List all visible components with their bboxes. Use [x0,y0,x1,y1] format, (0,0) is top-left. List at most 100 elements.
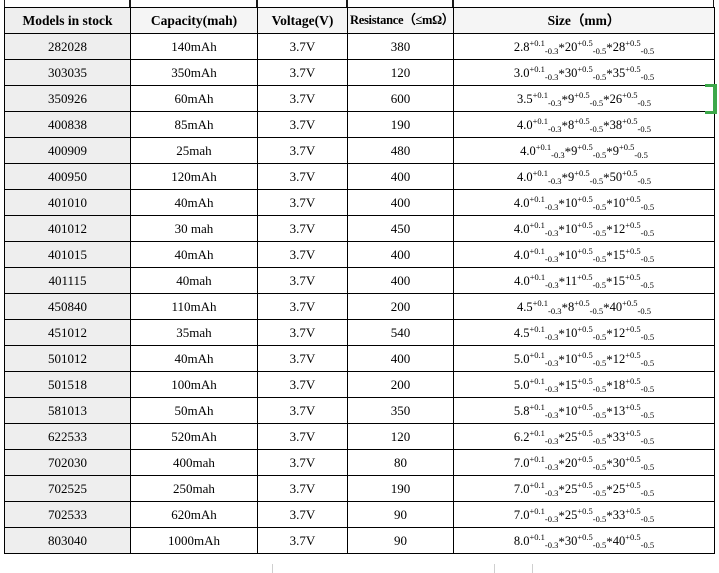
capacity-cell: 25mah [130,137,258,164]
table-row: 401010 40mAh 3.7V 400 4.0+0.1-0.3*10+0.5-0.5… [4,189,715,216]
size-tolerance-plus: +0.5 [625,272,641,283]
size-dimension: 4.5 [513,325,530,340]
gridline-stub [532,564,534,573]
capacity-cell: 60mAh [130,85,258,112]
size-tolerance-minus: -0.5 [592,410,607,421]
voltage-cell: 3.7V [257,111,348,138]
size-separator: * [558,195,565,211]
voltage-cell: 3.7V [257,397,348,424]
size-separator: * [558,481,565,497]
size-tolerance-minus: -0.5 [640,46,655,57]
size-dimension: 8 [567,117,575,132]
table-row: 702030 400mah 3.7V 80 7.0+0.1-0.3*20+0.5-0.5… [4,449,715,476]
size-tolerance-minus: -0.5 [640,384,655,395]
size-dimension: 10 [564,325,578,340]
size-separator: * [606,247,613,263]
capacity-cell: 350mAh [130,59,258,86]
size-cell: 4.0+0.1-0.3*9+0.5-0.5*50+0.5-0.5 [453,163,715,190]
capacity-cell: 620mAh [130,501,258,528]
gridline-stub [452,0,454,9]
table-row: 282028 140mAh 3.7V 380 2.8+0.1-0.3*20+0.5-0.… [4,33,715,60]
resistance-cell: 190 [347,111,454,138]
size-tolerance-minus: -0.3 [544,358,559,369]
size-tolerance-plus: +0.1 [535,142,552,153]
size-separator: * [561,117,568,133]
size-tolerance-plus: +0.1 [529,350,545,361]
header-cell-voltage: Voltage(V) [257,7,348,34]
size-separator: * [558,39,565,55]
resistance-cell: 450 [347,215,454,242]
size-tolerance-minus: -0.3 [544,436,559,447]
size-tolerance-plus: +0.5 [577,428,593,439]
resistance-cell: 400 [347,241,454,268]
voltage-cell: 3.7V [257,137,348,164]
size-tolerance-plus: +0.5 [622,90,638,101]
voltage-cell: 3.7V [257,527,348,554]
gridline-stub [712,0,715,9]
resistance-cell: 190 [347,475,454,502]
size-tolerance-plus: +0.5 [622,116,638,127]
size-dimension: 5.0 [513,351,530,366]
resistance-cell: 90 [347,501,454,528]
size-tolerance-minus: -0.3 [544,46,559,57]
size-tolerance-plus: +0.5 [625,506,641,517]
voltage-cell: 3.7V [257,319,348,346]
table-row: 451012 35mah 3.7V 540 4.5+0.1-0.3*10+0.5-0.5… [4,319,715,346]
model-cell: 451012 [4,319,131,346]
size-dimension: 13 [612,403,626,418]
size-tolerance-minus: -0.5 [640,410,655,421]
green-selection-bracket [705,83,717,114]
size-tolerance-minus: -0.3 [544,332,559,343]
size-dimension: 10 [612,195,626,210]
gridline-stub [129,0,131,9]
model-cell: 622533 [4,423,131,450]
size-cell: 7.0+0.1-0.3*25+0.5-0.5*25+0.5-0.5 [453,475,715,502]
header-cell-resistance: Resistance（≤mΩ） [347,7,454,34]
size-tolerance-plus: +0.1 [529,454,545,465]
size-tolerance-minus: -0.5 [640,488,655,499]
capacity-cell: 40mAh [130,241,258,268]
size-cell: 3.5+0.1-0.3*9+0.5-0.5*26+0.5-0.5 [453,85,715,112]
model-cell: 501012 [4,345,131,372]
size-tolerance-minus: -0.5 [592,46,607,57]
header-cell-model: Models in stock [4,7,131,34]
capacity-cell: 400mah [130,449,258,476]
size-dimension: 9 [567,169,575,184]
size-tolerance-plus: +0.1 [529,64,545,75]
size-dimension: 4.0 [513,195,530,210]
size-separator: * [561,299,568,315]
size-separator: * [606,533,613,549]
table-row: 702533 620mAh 3.7V 90 7.0+0.1-0.3*25+0.5-0.5… [4,501,715,528]
size-separator: * [606,455,613,471]
size-tolerance-plus: +0.5 [577,350,593,361]
capacity-cell: 100mAh [130,371,258,398]
size-tolerance-plus: +0.1 [529,480,545,491]
size-separator: * [558,273,566,289]
size-cell: 4.0+0.1-0.3*8+0.5-0.5*38+0.5-0.5 [453,111,715,138]
size-tolerance-minus: -0.3 [545,280,559,291]
table-row: 401115 40mah 3.7V 400 4.0+0.1-0.3*11+0.5-0.5… [4,267,715,294]
size-cell: 4.0+0.1-0.3*10+0.5-0.5*10+0.5-0.5 [453,189,715,216]
table-row: 400838 85mAh 3.7V 190 4.0+0.1-0.3*8+0.5-0.5*… [4,111,715,138]
size-cell: 4.0+0.1-0.3*10+0.5-0.5*12+0.5-0.5 [453,215,715,242]
size-tolerance-minus: -0.5 [589,124,604,135]
size-cell: 5.0+0.1-0.3*10+0.5-0.5*12+0.5-0.5 [453,345,715,372]
size-tolerance-plus: +0.1 [529,220,545,231]
size-dimension: 18 [612,377,626,392]
size-tolerance-plus: +0.5 [625,38,641,49]
size-tolerance-minus: -0.5 [640,72,655,83]
size-dimension: 30 [612,455,626,470]
table-body: 282028 140mAh 3.7V 380 2.8+0.1-0.3*20+0.5-0.… [4,33,715,554]
size-tolerance-minus: -0.3 [544,72,559,83]
size-separator: * [606,481,613,497]
size-separator: * [561,91,568,107]
voltage-cell: 3.7V [257,215,348,242]
size-tolerance-minus: -0.3 [544,384,559,395]
size-separator: * [561,169,568,185]
table-row: 501518 100mAh 3.7V 200 5.0+0.1-0.3*15+0.5-0.… [4,371,715,398]
size-tolerance-plus: +0.5 [577,506,593,517]
size-tolerance-minus: -0.5 [640,358,655,369]
resistance-cell: 120 [347,423,454,450]
voltage-cell: 3.7V [257,59,348,86]
model-cell: 501518 [4,371,131,398]
